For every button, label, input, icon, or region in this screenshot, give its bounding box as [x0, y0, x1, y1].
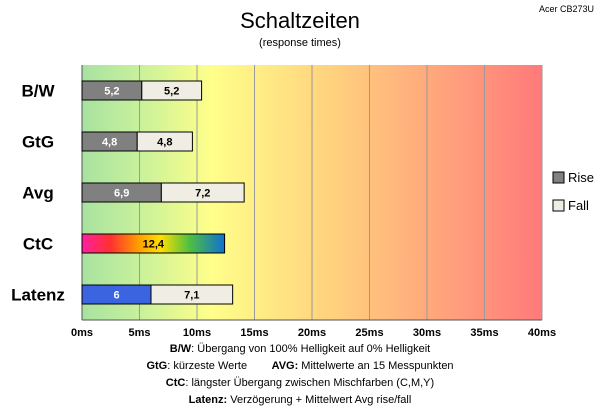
- data-label: 4,8: [157, 137, 172, 149]
- data-label: 6,9: [114, 188, 129, 200]
- legend-swatch: [552, 199, 565, 212]
- category-label: CtC: [23, 235, 53, 254]
- x-tick-label: 25ms: [355, 327, 383, 339]
- footer-text-ctc: : längster Übergang zwischen Mischfarben…: [185, 377, 435, 389]
- y-axis-category-labels: B/W GtG Avg CtC Latenz: [11, 82, 65, 305]
- bar-fall: [150, 284, 234, 305]
- footer-key-latenz: Latenz:: [188, 394, 228, 406]
- chart-title: Schaltzeiten: [240, 8, 360, 33]
- legend-swatch: [552, 171, 565, 184]
- footer-text-gtg: : kürzeste Werte: [167, 360, 248, 372]
- data-label: 5,2: [164, 86, 179, 98]
- x-tick-label: 10ms: [183, 327, 211, 339]
- x-tick-label: 40ms: [528, 327, 556, 339]
- category-label: Latenz: [11, 286, 65, 305]
- legend-label: Rise: [568, 170, 594, 185]
- footer-key-avg: AVG:: [271, 360, 299, 372]
- chart-subtitle: (response times): [259, 37, 341, 49]
- footer-text-avg: Mittelwerte an 15 Messpunkten: [298, 360, 454, 372]
- legend: Rise Fall: [552, 170, 594, 213]
- category-label: Avg: [22, 184, 54, 203]
- bars: 5,2 5,2 4,8 4,8 6,9 7,2 12,4 6 7,1: [81, 80, 245, 305]
- category-label: GtG: [22, 133, 54, 152]
- data-label: 7,2: [195, 188, 210, 200]
- bar-fall: [136, 131, 193, 152]
- data-label: 7,1: [184, 290, 199, 302]
- x-tick-label: 35ms: [470, 327, 498, 339]
- bar-fall: [160, 182, 245, 203]
- category-label: B/W: [21, 82, 55, 101]
- footer-text-bw: : Übergang von 100% Helligkeit auf 0% He…: [191, 343, 431, 355]
- footer-key-bw: B/W: [169, 343, 192, 355]
- x-tick-label: 0ms: [71, 327, 93, 339]
- data-label: 12,4: [143, 239, 165, 251]
- footer-key-gtg: GtG: [146, 360, 168, 372]
- data-label: 6: [113, 290, 119, 302]
- footer-line-4: Latenz: Verzögerung + Mittelwert Avg ris…: [0, 394, 600, 406]
- bar-fall: [141, 80, 203, 101]
- x-tick-label: 15ms: [240, 327, 268, 339]
- footer-line-3: CtC: längster Übergang zwischen Mischfar…: [0, 377, 600, 389]
- footer-key-ctc: CtC: [165, 377, 186, 389]
- corner-label: Acer CB273U: [539, 4, 594, 14]
- footer-text-latenz: Verzögerung + Mittelwert Avg rise/fall: [227, 394, 412, 406]
- footer-line-2: GtG: kürzeste Werte AVG: Mittelwerte an …: [0, 360, 600, 372]
- x-tick-label: 30ms: [413, 327, 441, 339]
- x-tick-label: 5ms: [128, 327, 150, 339]
- data-label: 4,8: [102, 137, 117, 149]
- response-time-chart: Schaltzeiten (response times) Acer CB273…: [11, 4, 594, 339]
- bar-ctc: [81, 233, 226, 254]
- x-axis-tick-labels: 0ms 5ms 10ms 15ms 20ms 25ms 30ms 35ms 40ms: [71, 327, 556, 339]
- legend-label: Fall: [568, 198, 589, 213]
- data-label: 5,2: [104, 86, 119, 98]
- footer-line-1: B/W: Übergang von 100% Helligkeit auf 0%…: [0, 343, 600, 355]
- x-tick-label: 20ms: [298, 327, 326, 339]
